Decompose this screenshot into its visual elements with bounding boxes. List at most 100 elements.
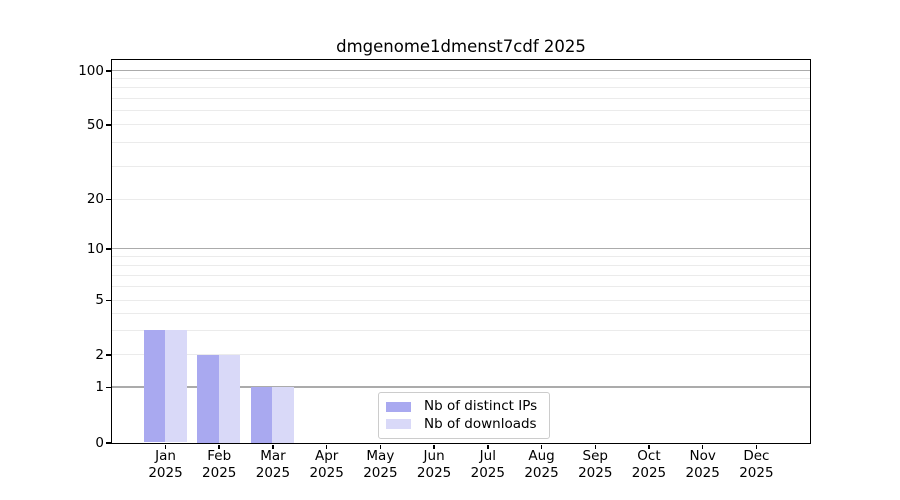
y-tick-label: 2 <box>95 346 104 363</box>
x-tick-year: 2025 <box>739 465 774 481</box>
x-tick-label: Nov 2025 <box>675 448 731 482</box>
y-tick-label: 10 <box>86 240 104 257</box>
gridline-minor <box>111 165 810 167</box>
legend-entry-downloads: Nb of downloads <box>386 416 543 434</box>
x-tick <box>540 444 543 449</box>
x-tick-month: Jul <box>479 448 496 464</box>
x-tick <box>433 444 435 449</box>
x-tick-month: Jan <box>155 448 176 464</box>
y-tick-label: 20 <box>86 191 104 207</box>
x-tick-label: Oct 2025 <box>621 448 677 482</box>
gridline-major <box>111 247 810 250</box>
x-tick-label: Jan 2025 <box>138 448 194 482</box>
y-tick-label: 5 <box>95 292 104 308</box>
y-tick <box>105 442 111 444</box>
x-tick-month: Jun <box>423 448 445 464</box>
x-tick <box>755 444 758 449</box>
y-tick <box>105 124 111 126</box>
y-tick <box>105 248 111 250</box>
gridline-minor <box>111 255 810 257</box>
x-tick-month: Apr <box>314 448 339 464</box>
x-tick-year: 2025 <box>202 465 237 481</box>
gridline-minor <box>111 78 810 80</box>
gridline-minor <box>111 264 810 266</box>
x-tick <box>272 444 274 449</box>
gridline-minor <box>111 109 810 111</box>
bar-nb-of-distinct-ips-jan <box>143 330 165 443</box>
x-tick-month: Feb <box>207 448 232 464</box>
x-tick <box>648 444 650 449</box>
gridline-major <box>111 69 810 72</box>
bar-nb-of-downloads-feb <box>218 354 241 443</box>
gridline-minor <box>111 354 810 355</box>
x-tick-year: 2025 <box>309 465 344 481</box>
x-tick <box>218 444 220 449</box>
x-tick-label: Jul 2025 <box>460 448 516 482</box>
x-tick-month: Dec <box>743 448 770 464</box>
x-tick-year: 2025 <box>148 465 183 481</box>
plot-canvas <box>111 60 810 443</box>
gridline-major <box>111 386 810 388</box>
chart-title: dmgenome1dmenst7cdf 2025 <box>336 37 586 56</box>
x-tick-year: 2025 <box>578 465 613 481</box>
x-tick-year: 2025 <box>631 465 667 481</box>
x-tick-label: May 2025 <box>352 448 408 482</box>
bar-nb-of-downloads-jan <box>165 330 187 443</box>
x-tick <box>325 444 328 449</box>
x-tick-label: Apr 2025 <box>299 448 355 482</box>
plot-area <box>110 58 811 444</box>
x-tick-year: 2025 <box>524 465 559 481</box>
x-tick-label: Aug 2025 <box>514 448 570 482</box>
bar-nb-of-distinct-ips-mar <box>250 387 273 443</box>
y-tick-label: 50 <box>86 116 104 133</box>
x-tick-label: Dec 2025 <box>728 448 784 482</box>
legend-swatch-downloads <box>386 419 411 430</box>
gridline-minor <box>111 124 810 125</box>
x-tick <box>594 444 596 449</box>
gridline-minor <box>111 285 810 287</box>
x-tick-label: Mar 2025 <box>245 448 301 482</box>
x-tick-year: 2025 <box>363 465 398 481</box>
x-tick-month: Nov <box>689 448 716 464</box>
x-tick <box>164 444 167 449</box>
x-tick-year: 2025 <box>416 465 452 481</box>
legend-entry-distinct-ips: Nb of distinct IPs <box>386 398 543 416</box>
y-tick <box>105 70 111 72</box>
x-tick-label: Jun 2025 <box>406 448 462 482</box>
bar-nb-of-distinct-ips-feb <box>197 354 219 443</box>
bar-nb-of-downloads-mar <box>272 387 294 443</box>
x-tick-year: 2025 <box>255 465 291 481</box>
legend-label-distinct-ips: Nb of distinct IPs <box>424 398 538 415</box>
x-tick-year: 2025 <box>470 465 505 481</box>
x-tick-label: Sep 2025 <box>567 448 623 482</box>
x-tick-year: 2025 <box>685 465 720 481</box>
legend: Nb of distinct IPs Nb of downloads <box>378 392 550 439</box>
gridline-minor <box>111 142 810 144</box>
gridline-minor <box>111 87 810 89</box>
gridline-minor <box>111 299 810 301</box>
x-tick-label: Feb 2025 <box>191 448 247 482</box>
gridline-minor <box>111 97 810 99</box>
y-tick <box>105 386 111 389</box>
gridline-minor <box>111 274 810 276</box>
y-tick <box>105 299 111 302</box>
gridline-minor <box>111 198 810 200</box>
x-tick-month: Mar <box>260 448 286 464</box>
legend-swatch-distinct-ips <box>386 401 411 412</box>
y-tick <box>105 354 111 356</box>
x-tick <box>379 444 382 449</box>
gridline-minor <box>111 312 810 314</box>
legend-label-downloads: Nb of downloads <box>424 415 537 432</box>
x-tick <box>487 444 489 449</box>
gridline-minor <box>111 329 810 331</box>
x-tick-month: May <box>366 448 395 464</box>
y-tick-label: 100 <box>78 62 104 79</box>
x-tick-month: Aug <box>528 448 555 464</box>
x-tick-month: Sep <box>582 448 608 464</box>
x-tick <box>701 444 704 449</box>
x-tick-month: Oct <box>637 448 661 464</box>
y-tick-label: 1 <box>95 379 104 395</box>
y-tick <box>105 198 111 201</box>
y-tick-label: 0 <box>95 434 104 451</box>
